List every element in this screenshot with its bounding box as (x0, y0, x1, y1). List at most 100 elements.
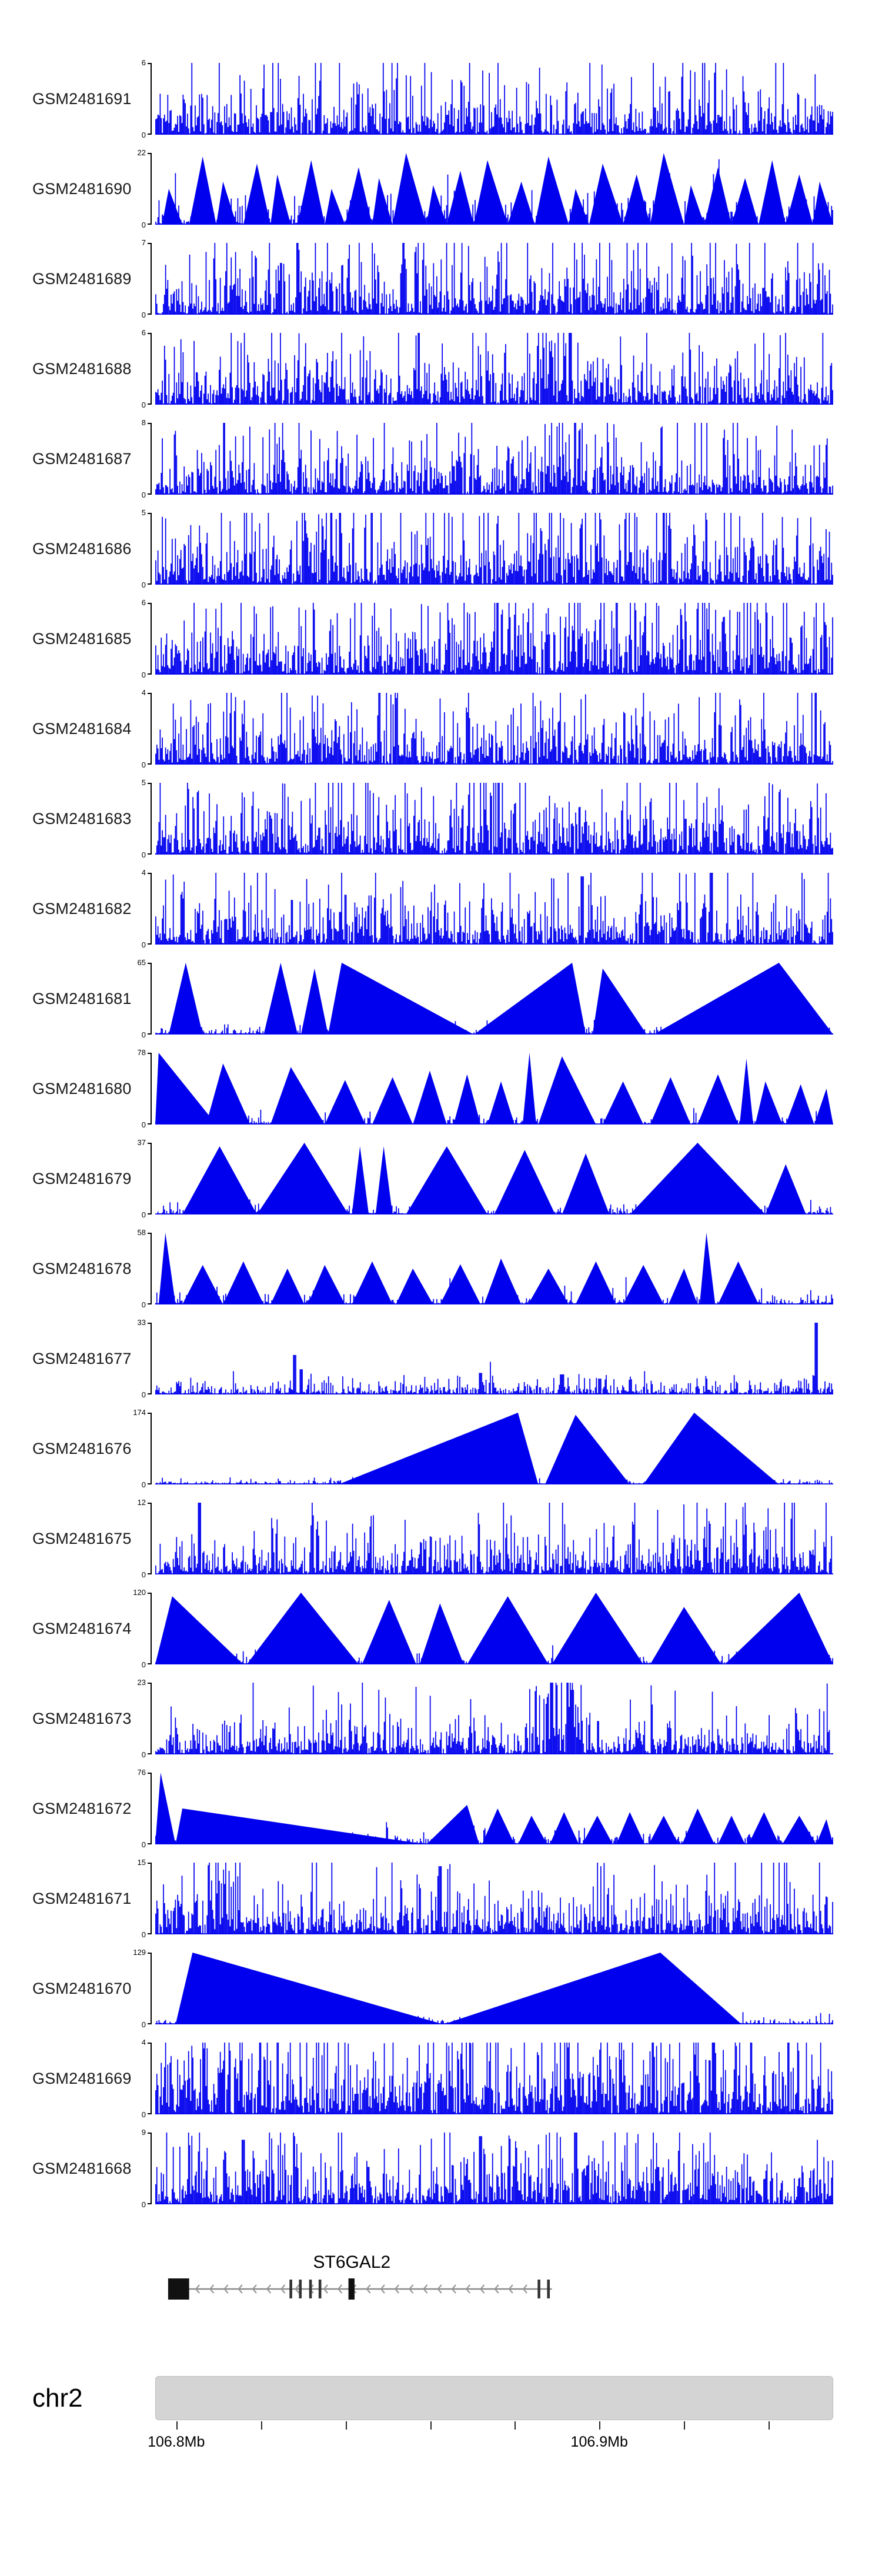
y-axis-max-label: 7 (141, 238, 146, 247)
track-label: GSM2481685 (32, 629, 132, 648)
track-plot-area: 58 0 (138, 1228, 833, 1309)
axis-tick (260, 2421, 262, 2430)
y-axis-line (151, 2043, 152, 2114)
genomic-axis-ticks (155, 2421, 833, 2431)
y-axis-line (151, 1773, 152, 1844)
y-axis-line (151, 153, 152, 225)
signal-track: GSM2481680 78 0 (0, 1046, 882, 1136)
signal-track: GSM2481682 4 0 (0, 866, 882, 956)
y-axis-bottom-tick (148, 583, 151, 585)
y-axis-min-label: 0 (141, 1300, 146, 1309)
track-plot-area: 6 0 (142, 58, 833, 139)
y-axis-min-label: 0 (141, 1570, 146, 1579)
signal-track: GSM2481673 23 0 (0, 1676, 882, 1766)
track-label: GSM2481674 (32, 1619, 132, 1637)
track-plot-area: 22 0 (138, 148, 833, 229)
y-axis-min-label: 0 (141, 1480, 146, 1489)
y-axis-min-label: 0 (141, 1840, 146, 1849)
signal-plot (155, 1503, 833, 1574)
y-axis-min-label: 0 (141, 1750, 146, 1759)
signal-tracks-container: GSM2481691 6 0 GSM2481690 22 0 (0, 56, 882, 2215)
y-axis-line (151, 1143, 152, 1214)
y-axis-line (151, 333, 152, 405)
signal-plot (155, 2133, 833, 2204)
y-axis-top-tick (148, 963, 151, 964)
signal-track: GSM2481690 22 0 (0, 146, 882, 236)
track-label: GSM2481684 (32, 719, 132, 738)
y-axis-bottom-tick (148, 1663, 151, 1664)
signal-plot (155, 1593, 833, 1664)
y-axis-max-label: 4 (141, 868, 146, 877)
track-label: GSM2481681 (32, 989, 132, 1007)
y-axis-bottom-tick (148, 2203, 151, 2204)
y-axis-max-label: 6 (141, 58, 146, 67)
track-label: GSM2481668 (32, 2159, 132, 2177)
signal-plot (155, 153, 833, 225)
y-axis-max-label: 23 (137, 1678, 146, 1687)
y-axis-line (151, 1503, 152, 1574)
y-axis-bottom-tick (148, 1123, 151, 1125)
y-axis-top-tick (148, 1953, 151, 1954)
y-axis-min-label: 0 (141, 1660, 146, 1669)
track-label: GSM2481691 (32, 89, 132, 108)
axis-tick (176, 2421, 178, 2430)
track-label: GSM2481682 (32, 899, 132, 917)
signal-plot (155, 1773, 833, 1844)
y-axis-min-label: 0 (141, 490, 146, 499)
y-axis-max-label: 4 (141, 2038, 146, 2047)
y-axis-line (151, 603, 152, 675)
axis-coordinate-label: 106.9Mb (570, 2434, 628, 2450)
signal-plot (155, 1953, 833, 2024)
genomic-axis-labels: 106.8Mb 106.9Mb (148, 2434, 833, 2454)
signal-plot (155, 1053, 833, 1125)
y-axis-bottom-tick (148, 853, 151, 855)
track-label: GSM2481669 (32, 2069, 132, 2087)
y-axis-max-label: 9 (141, 2128, 146, 2137)
axis-tick (684, 2421, 686, 2430)
signal-plot (155, 1143, 833, 1214)
axis-tick (345, 2421, 347, 2430)
track-label: GSM2481677 (32, 1349, 132, 1367)
track-plot-area: 120 0 (133, 1588, 833, 1669)
signal-plot (155, 873, 833, 945)
track-plot-area: 6 0 (142, 328, 833, 409)
y-axis-top-tick (148, 2043, 151, 2044)
y-axis-bottom-tick (148, 403, 151, 405)
y-axis-bottom-tick (148, 943, 151, 945)
y-axis-top-tick (148, 1143, 151, 1144)
y-axis-max-label: 65 (137, 958, 146, 967)
track-label: GSM2481672 (32, 1799, 132, 1817)
y-axis-min-label: 0 (141, 311, 146, 319)
y-axis-bottom-tick (148, 493, 151, 495)
y-axis-line (151, 693, 152, 765)
axis-coordinate-label: 106.8Mb (148, 2434, 205, 2450)
y-axis-top-tick (148, 1053, 151, 1054)
signal-plot (155, 63, 833, 135)
track-label: GSM2481676 (32, 1439, 132, 1457)
y-axis-top-tick (148, 63, 151, 64)
track-plot-area: 76 0 (138, 1768, 833, 1849)
signal-track: GSM2481669 4 0 (0, 2036, 882, 2125)
y-axis-bottom-tick (148, 2023, 151, 2024)
signal-plot (155, 513, 833, 585)
y-axis-max-label: 15 (137, 1858, 146, 1867)
chromosome-ideogram (155, 2376, 833, 2420)
y-axis-max-label: 33 (137, 1318, 146, 1327)
y-axis-min-label: 0 (141, 850, 146, 859)
track-label: GSM2481686 (32, 539, 132, 558)
track-plot-area: 78 0 (138, 1048, 833, 1129)
signal-track: GSM2481674 120 0 (0, 1586, 882, 1676)
track-plot-area: 33 0 (138, 1318, 833, 1399)
y-axis-line (151, 963, 152, 1035)
y-axis-bottom-tick (148, 1033, 151, 1035)
y-axis-bottom-tick (148, 1393, 151, 1394)
y-axis-min-label: 0 (141, 940, 146, 949)
signal-plot (155, 1323, 833, 1394)
track-plot-area: 15 0 (138, 1858, 833, 1939)
y-axis-line (151, 783, 152, 855)
y-axis-top-tick (148, 333, 151, 334)
track-plot-area: 9 0 (142, 2128, 833, 2209)
y-axis-bottom-tick (148, 1483, 151, 1484)
y-axis-line (151, 1413, 152, 1484)
track-plot-area: 65 0 (138, 958, 833, 1039)
